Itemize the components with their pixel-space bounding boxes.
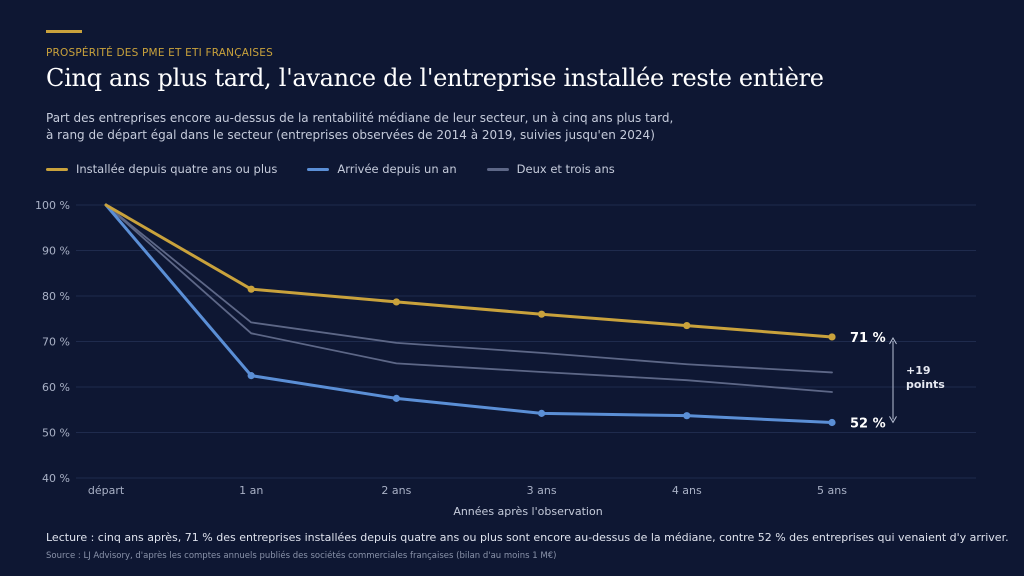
series-point-1: [683, 412, 691, 420]
page-title: Cinq ans plus tard, l'avance de l'entrep…: [46, 64, 824, 92]
series-point-1: [392, 394, 400, 402]
x-tick-label: 2 ans: [381, 484, 411, 497]
legend-swatch-installed: [46, 167, 68, 171]
series-line-1: [104, 203, 834, 424]
series-point-1: [538, 409, 546, 417]
series-line-0: [104, 203, 834, 339]
reading-note: Lecture : cinq ans après, 71 % des entre…: [46, 531, 1009, 544]
legend: Installée depuis quatre ans ou plus Arri…: [46, 162, 615, 176]
y-tick-label: 100 %: [35, 199, 70, 212]
x-tick-label: 4 ans: [672, 484, 702, 497]
x-tick-label: 5 ans: [817, 484, 847, 497]
kicker: PROSPÉRITÉ DES PME ET ETI FRANÇAISES: [46, 47, 273, 59]
x-tick-label: 1 an: [239, 484, 263, 497]
series-point-0: [828, 333, 836, 341]
subtitle: Part des entreprises encore au-dessus de…: [46, 110, 686, 144]
legend-label-installed: Installée depuis quatre ans ou plus: [76, 162, 278, 176]
end-label-1: 52 %: [850, 416, 886, 431]
series-point-0: [538, 310, 546, 318]
end-label-0: 71 %: [850, 331, 886, 346]
y-tick-label: 70 %: [42, 336, 70, 349]
series-point-0: [247, 285, 255, 293]
y-tick-label: 60 %: [42, 381, 70, 394]
gap-arrow-head-bottom: [889, 416, 897, 424]
series-line-3: [105, 204, 833, 393]
x-tick-label: départ: [88, 484, 125, 497]
y-tick-label: 80 %: [42, 290, 70, 303]
legend-item-installed: Installée depuis quatre ans ou plus: [46, 162, 277, 176]
gap-annotation-unit: points: [906, 378, 945, 391]
source-note: Source : LJ Advisory, d'après les compte…: [46, 551, 557, 561]
x-axis-label: Années après l'observation: [453, 505, 602, 518]
y-tick-label: 50 %: [42, 427, 70, 440]
legend-swatch-mid: [486, 167, 509, 171]
x-tick-label: 3 ans: [527, 484, 557, 497]
legend-item-new: Arrivée depuis un an: [307, 162, 457, 176]
gap-arrow-head-top: [889, 336, 897, 345]
gap-annotation-value: +19: [906, 364, 931, 377]
series-point-1: [828, 418, 836, 427]
series-point-0: [683, 321, 691, 330]
subtitle-line-1: Part des entreprises encore au-dessus de…: [46, 111, 674, 125]
series-line-2: [105, 204, 833, 374]
legend-item-mid: Deux et trois ans: [486, 162, 615, 176]
series-point-1: [247, 372, 255, 380]
legend-label-new: Arrivée depuis un an: [337, 162, 457, 176]
accent-bar: [46, 30, 82, 33]
series-point-0: [392, 298, 400, 306]
legend-swatch-new: [307, 167, 330, 171]
y-tick-label: 40 %: [42, 472, 70, 485]
subtitle-line-2: à rang de départ égal dans le secteur (e…: [46, 128, 655, 142]
legend-label-mid: Deux et trois ans: [516, 162, 615, 176]
y-tick-label: 90 %: [42, 245, 70, 258]
